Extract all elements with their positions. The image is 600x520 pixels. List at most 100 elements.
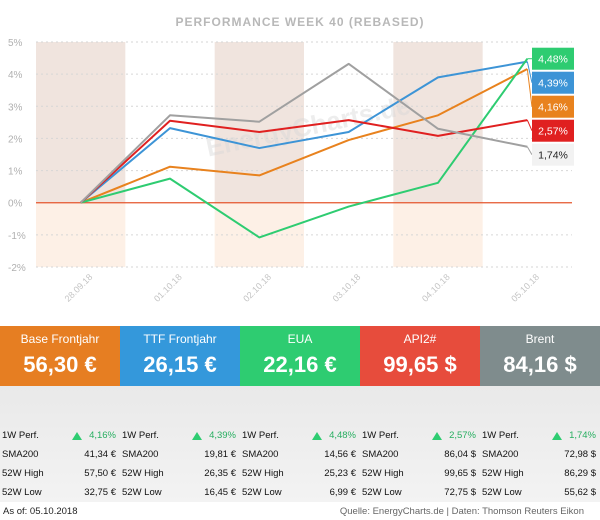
- footer: As of: 05.10.2018 Quelle: EnergyCharts.d…: [0, 504, 600, 520]
- stats-column-brent: 1W Perf. 1,74% SMA200 72,98 $ 52W High 86,29 …: [480, 386, 600, 502]
- y-tick-label: 1%: [8, 167, 23, 178]
- stats-row-perf: 1W Perf. 2,57%: [362, 430, 476, 442]
- stats-row-low: 52W Low 55,62 $: [482, 487, 596, 499]
- x-tick-label: 04.10.18: [420, 272, 452, 304]
- end-label-api2-: 2,57%: [538, 126, 568, 138]
- stats-row-low: 52W Low 6,99 €: [242, 487, 356, 499]
- stats-value: 19,81 €: [204, 449, 236, 460]
- source-credit: Quelle: EnergyCharts.de | Daten: Thomson…: [339, 506, 584, 517]
- stats-label: SMA200: [242, 449, 279, 460]
- stats-value: 86,04 $: [444, 449, 476, 460]
- stats-row-high: 52W High 25,23 €: [242, 468, 356, 480]
- stats-value: 4,16%: [89, 430, 116, 441]
- stats-row-high: 52W High 86,29 $: [482, 468, 596, 480]
- band-04.10.18-upper: [393, 42, 483, 203]
- end-label-leader-api2-: [526, 119, 533, 131]
- tile-price: 84,16 $: [503, 352, 577, 377]
- stats-row-low: 52W Low 16,45 €: [122, 487, 236, 499]
- stats-label: 52W Low: [122, 487, 162, 498]
- series-line-ttf-frontjahr: [80, 60, 528, 204]
- stats-value: 72,98 $: [564, 449, 596, 460]
- y-tick-label: 0%: [8, 199, 23, 210]
- stats-row-low: 52W Low 72,75 $: [362, 487, 476, 499]
- y-tick-label: 4%: [8, 70, 23, 81]
- stats-label: 52W Low: [2, 487, 42, 498]
- tile-brent: Brent 84,16 $: [480, 326, 600, 386]
- up-triangle-icon: [192, 432, 202, 440]
- tile-price: 22,16 €: [263, 352, 337, 377]
- band-28.09.18-lower: [36, 202, 126, 267]
- stats-label: 52W Low: [362, 487, 402, 498]
- x-tick-label: 28.09.18: [63, 272, 95, 304]
- end-label-box-brent: [532, 143, 574, 166]
- stats-value: 1,74%: [569, 430, 596, 441]
- x-tick-label: 03.10.18: [331, 272, 363, 304]
- end-label-leader-brent: [526, 146, 533, 155]
- stats-column-eua: 1W Perf. 4,48% SMA200 14,56 € 52W High 25,23 …: [240, 386, 360, 502]
- tile-base-frontjahr: Base Frontjahr 56,30 €: [0, 326, 120, 386]
- stats-label: 52W High: [242, 468, 284, 479]
- stats-label: 52W High: [122, 468, 164, 479]
- stats-label: SMA200: [2, 449, 39, 460]
- stats-value: 4,48%: [329, 430, 356, 441]
- stats-value: 86,29 $: [564, 468, 596, 479]
- stats-row-perf: 1W Perf. 4,39%: [122, 430, 236, 442]
- stats-row-sma: SMA200 72,98 $: [482, 449, 596, 461]
- stats-column-ttf-frontjahr: 1W Perf. 4,39% SMA200 19,81 € 52W High 26,35 …: [120, 386, 240, 502]
- stats-row-high: 52W High 99,65 $: [362, 468, 476, 480]
- y-tick-label: -2%: [8, 263, 26, 274]
- stats-row-perf: 1W Perf. 4,48%: [242, 430, 356, 442]
- as-of-date: As of: 05.10.2018: [3, 506, 78, 517]
- tile-price: 26,15 €: [143, 352, 217, 377]
- stats-value: 99,65 $: [444, 468, 476, 479]
- up-triangle-icon: [432, 432, 442, 440]
- stats-value: 41,34 €: [84, 449, 116, 460]
- end-label-leader-base-frontjahr: [526, 68, 533, 107]
- stats-value: 14,56 €: [324, 449, 356, 460]
- stats-value: 32,75 €: [84, 487, 116, 498]
- end-label-leader-ttf-frontjahr: [526, 61, 533, 83]
- stats-label: 52W Low: [482, 487, 522, 498]
- stats-value: 26,35 €: [204, 468, 236, 479]
- stats-column-api2-: 1W Perf. 2,57% SMA200 86,04 $ 52W High 99,65 …: [360, 386, 480, 502]
- series-line-eua: [80, 58, 529, 239]
- up-triangle-icon: [312, 432, 322, 440]
- end-label-ttf-frontjahr: 4,39%: [538, 78, 568, 90]
- stats-value: 25,23 €: [324, 468, 356, 479]
- y-tick-label: 2%: [8, 134, 23, 145]
- stats-value: 72,75 $: [444, 487, 476, 498]
- stats-label: 52W Low: [242, 487, 282, 498]
- tile-ttf-frontjahr: TTF Frontjahr 26,15 €: [120, 326, 240, 386]
- stats-row-perf: 1W Perf. 4,16%: [2, 430, 116, 442]
- stats-value: 16,45 €: [204, 487, 236, 498]
- stats-row-sma: SMA200 19,81 €: [122, 449, 236, 461]
- up-triangle-icon: [72, 432, 82, 440]
- price-tiles: Base Frontjahr 56,30 € TTF Frontjahr 26,15 …: [0, 326, 600, 386]
- stats-value: 6,99 €: [329, 487, 356, 498]
- performance-chart: PERFORMANCE WEEK 40 (REBASED) 5% 4% 3% 2% 1% 0…: [8, 15, 574, 304]
- stats-label: 52W High: [2, 468, 44, 479]
- tile-price: 99,65 $: [383, 352, 457, 377]
- tile-name: TTF Frontjahr: [143, 332, 217, 346]
- stats-value: 2,57%: [449, 430, 476, 441]
- stats-row-sma: SMA200 41,34 €: [2, 449, 116, 461]
- stats-label: 1W Perf.: [122, 430, 159, 441]
- stats-label: 1W Perf.: [2, 430, 39, 441]
- stats-label: 1W Perf.: [242, 430, 279, 441]
- series-line-base-frontjahr: [80, 68, 528, 204]
- end-label-box-api2-: [532, 119, 574, 142]
- chart-svg: PERFORMANCE WEEK 40 (REBASED) 5% 4% 3% 2% 1% 0…: [8, 15, 574, 304]
- stats-column-base-frontjahr: 1W Perf. 4,16% SMA200 41,34 € 52W High 57,50 …: [0, 386, 120, 502]
- end-label-box-eua: [532, 47, 574, 70]
- series-line-brent: [79, 62, 528, 204]
- x-tick-label: 05.10.18: [509, 272, 541, 304]
- x-tick-label: 01.10.18: [152, 272, 184, 304]
- band-28.09.18-upper: [36, 42, 126, 203]
- stats-row-high: 52W High 57,50 €: [2, 468, 116, 480]
- end-label-base-frontjahr: 4,16%: [538, 102, 568, 114]
- stats-value: 57,50 €: [84, 468, 116, 479]
- tile-eua: EUA 22,16 €: [240, 326, 360, 386]
- end-label-brent: 1,74%: [538, 150, 568, 162]
- tile-api2-: API2# 99,65 $: [360, 326, 480, 386]
- stats-label: SMA200: [482, 449, 519, 460]
